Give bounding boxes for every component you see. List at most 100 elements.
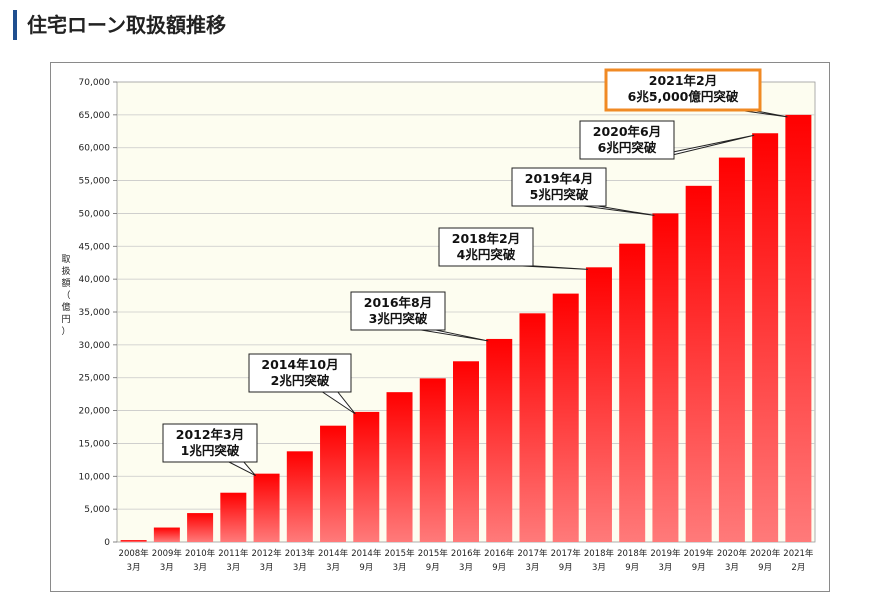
x-tick-label-month: 3月 [592,563,606,573]
x-tick-label-year: 2021年 [783,548,814,559]
callout-text: 2019年4月 [525,171,594,186]
x-tick-label-year: 2016年 [484,548,515,559]
x-tick-label-month: 9月 [559,563,573,573]
callout-box-highlighted [604,68,762,112]
bar [320,425,347,542]
x-tick-label-year: 2015年 [418,548,449,559]
y-tick-label: 5,000 [84,505,110,515]
callout-text: 3兆円突破 [369,311,428,326]
bar [752,133,779,542]
callout-text: 2020年6月 [593,124,662,139]
y-tick-label: 15,000 [79,439,111,449]
x-tick-label-month: 9月 [625,563,639,573]
callout-text: 2012年3月 [176,427,245,442]
y-axis-label-char: 円 [61,314,70,325]
x-tick-label-month: 3月 [326,563,340,573]
callout-box [162,423,258,463]
callout-text: 4兆円突破 [457,247,516,262]
y-tick-label: 0 [104,538,110,548]
x-tick-label-year: 2017年 [551,548,582,559]
x-tick-label-year: 2010年 [185,548,216,559]
bar [120,540,147,542]
callout-text: 2014年10月 [261,357,338,372]
bar [419,378,446,542]
x-tick-label-year: 2011年 [218,548,249,559]
x-tick-label-month: 9月 [359,563,373,573]
x-tick-label-year: 2017年 [517,548,548,559]
y-tick-label: 70,000 [79,78,111,88]
bar [519,313,546,542]
y-axis-label-char: 額 [61,277,70,289]
x-tick-label-month: 3月 [658,563,672,573]
x-tick-label-month: 9月 [692,563,706,573]
y-axis-label-char: 扱 [61,265,70,277]
y-axis-label-char: （ [61,290,70,301]
callout-text: 2021年2月 [649,73,718,88]
bar [187,513,214,542]
y-tick-label: 40,000 [79,275,111,285]
bar [785,114,812,542]
bar [685,185,712,543]
y-tick-label: 55,000 [79,177,111,187]
callout-box [438,227,534,267]
x-tick-label-month: 3月 [293,563,307,573]
bar [552,293,579,542]
callout-box [579,120,675,160]
x-tick-label-year: 2020年 [750,548,781,559]
y-tick-label: 30,000 [79,341,111,351]
callout-text: 6兆5,000億円突破 [628,89,739,104]
bar [386,392,413,542]
bar [353,411,380,542]
x-tick-label-year: 2015年 [384,548,415,559]
x-tick-label-month: 3月 [193,563,207,573]
callout-text: 6兆円突破 [598,140,657,155]
bar [486,338,513,542]
x-tick-label-year: 2019年 [684,548,715,559]
x-tick-label-year: 2018年 [584,548,615,559]
callout-text: 2018年2月 [452,231,521,246]
y-tick-label: 25,000 [79,374,111,384]
x-tick-label-year: 2019年 [650,548,681,559]
x-tick-label-year: 2012年 [252,548,283,559]
x-tick-label-month: 3月 [127,563,141,573]
y-tick-label: 60,000 [79,144,111,154]
bar [286,451,313,542]
x-tick-label-month: 3月 [160,563,174,573]
x-tick-label-year: 2016年 [451,548,482,559]
x-tick-label-month: 3月 [459,563,473,573]
callout-text: 2兆円突破 [271,373,330,388]
bar [718,157,745,543]
page-title: 住宅ローン取扱額推移 [13,10,226,40]
x-tick-label-year: 2014年 [351,548,382,559]
x-tick-label-year: 2014年 [318,548,349,559]
x-tick-label-month: 3月 [393,563,407,573]
x-tick-label-year: 2018年 [617,548,648,559]
x-tick-label-year: 2013年 [285,548,316,559]
callout-text: 5兆円突破 [530,187,589,202]
bar [153,527,180,542]
bar [220,492,247,542]
x-tick-label-month: 9月 [758,563,772,573]
x-tick-label-month: 9月 [426,563,440,573]
x-tick-label-month: 3月 [226,563,240,573]
x-tick-label-year: 2020年 [717,548,748,559]
y-tick-label: 20,000 [79,407,111,417]
x-tick-label-month: 2月 [791,563,805,573]
x-tick-label-year: 2008年 [119,548,150,559]
y-tick-label: 10,000 [79,472,111,482]
y-tick-label: 65,000 [79,111,111,121]
callout-box [511,167,607,207]
y-tick-label: 45,000 [79,242,111,252]
x-tick-label-year: 2009年 [152,548,183,559]
callout-text: 1兆円突破 [181,443,240,458]
callout-box [350,291,446,331]
x-tick-label-month: 9月 [492,563,506,573]
